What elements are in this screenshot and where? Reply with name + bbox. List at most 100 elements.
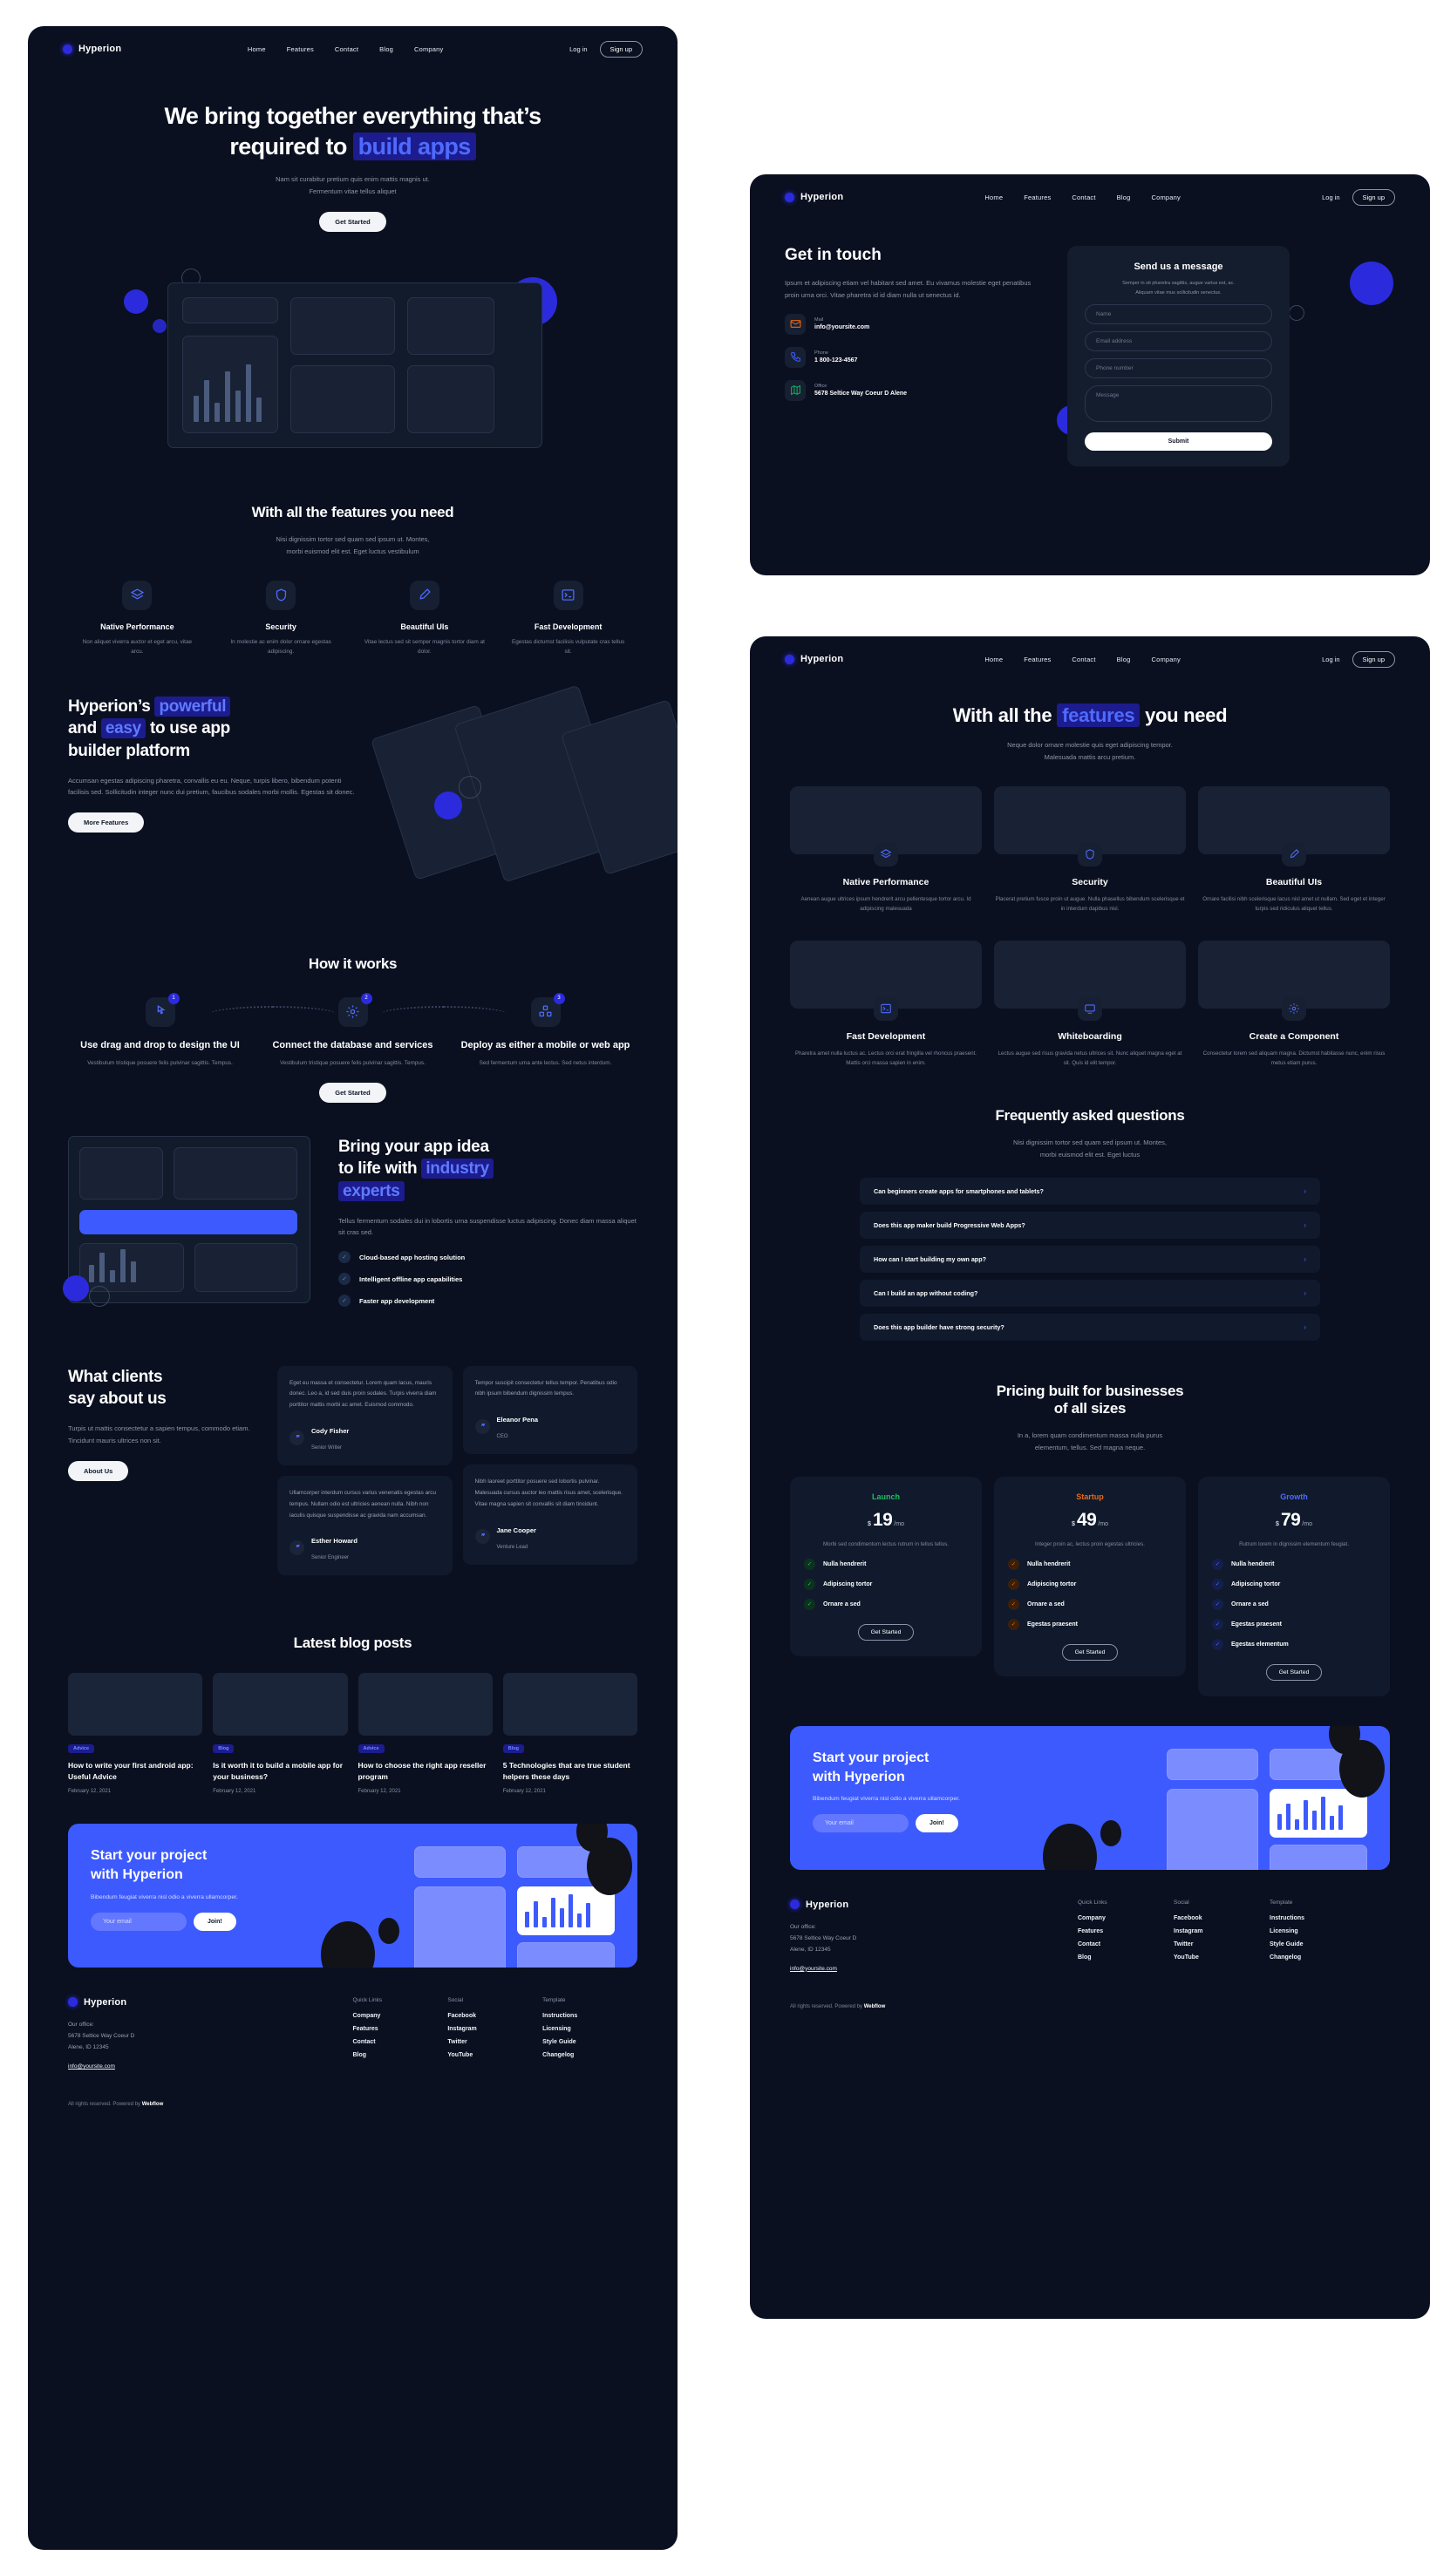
- phone-field[interactable]: Phone number: [1085, 358, 1272, 379]
- footer-link[interactable]: Licensing: [542, 2025, 571, 2032]
- nav-item-contact[interactable]: Contact: [1072, 193, 1096, 201]
- nav-item-home[interactable]: Home: [247, 44, 266, 53]
- brand-logo[interactable]: Hyperion: [785, 654, 843, 664]
- plan-amount: 79: [1280, 1510, 1301, 1531]
- circle-dot-icon: [68, 1997, 78, 2008]
- footer-col-heading: Quick Links: [352, 1996, 383, 2003]
- how-it-works-section: How it works 1 Use drag and drop to desi…: [28, 926, 678, 1132]
- contact-value[interactable]: info@yoursite.com: [814, 324, 870, 331]
- blog-post[interactable]: Advice How to choose the right app resel…: [358, 1673, 493, 1794]
- footer-column-social: Social Facebook Instagram Twitter YouTub…: [447, 1997, 542, 2072]
- footer-email-link[interactable]: info@yoursite.com: [68, 2063, 115, 2070]
- cta-join-button[interactable]: Join!: [194, 1912, 236, 1931]
- testimonial-quote: Eget eu massa et consectetur. Lorem quam…: [289, 1379, 437, 1409]
- signup-button[interactable]: Sign up: [1352, 188, 1395, 206]
- nav-item-blog[interactable]: Blog: [1116, 655, 1131, 663]
- contact-value[interactable]: 5678 Seltice Way Coeur D Alene: [814, 391, 908, 398]
- message-field[interactable]: Message: [1085, 385, 1272, 423]
- feature-item: Native Performance Non aliquet viverra a…: [68, 580, 207, 657]
- footer-link[interactable]: Company: [352, 2012, 381, 2019]
- footer-link[interactable]: YouTube: [447, 2051, 473, 2058]
- cta-join-button[interactable]: Join!: [916, 1814, 958, 1833]
- faq-item[interactable]: How can I start building my own app? ›: [860, 1246, 1320, 1274]
- nav-item-features[interactable]: Features: [286, 44, 314, 53]
- nav-item-company[interactable]: Company: [1151, 655, 1181, 663]
- footer-link[interactable]: Licensing: [1270, 1927, 1298, 1934]
- name-field[interactable]: Name: [1085, 304, 1272, 325]
- plan-cta-button[interactable]: Get Started: [1061, 1643, 1119, 1661]
- faq-item[interactable]: Can beginners create apps for smartphone…: [860, 1178, 1320, 1206]
- feature-desc: In molestie ac enim dolor ornare egestas…: [230, 638, 331, 656]
- feature-card: Create a Component Consectetur lorem sed…: [1198, 940, 1390, 1069]
- footer-link[interactable]: Blog: [352, 2051, 367, 2058]
- footer-brand-logo[interactable]: Hyperion: [68, 1997, 353, 2008]
- faq-question: Does this app builder have strong securi…: [874, 1323, 1004, 1332]
- footer-link[interactable]: Features: [352, 2025, 378, 2032]
- about-us-button[interactable]: About Us: [68, 1460, 129, 1481]
- faq-item[interactable]: Does this app maker build Progressive We…: [860, 1212, 1320, 1240]
- plan-feature: ✓ Nulla hendrerit: [1008, 1558, 1172, 1570]
- footer-link[interactable]: Style Guide: [542, 2038, 576, 2045]
- footer-link[interactable]: YouTube: [1174, 1954, 1199, 1961]
- signup-button[interactable]: Sign up: [1352, 650, 1395, 668]
- footer-link[interactable]: Changelog: [1270, 1954, 1302, 1961]
- footer-link[interactable]: Facebook: [447, 2012, 477, 2019]
- email-field[interactable]: Email address: [1085, 331, 1272, 352]
- login-link[interactable]: Log in: [1322, 655, 1340, 663]
- submit-button[interactable]: Submit: [1085, 432, 1272, 452]
- footer-link[interactable]: Changelog: [542, 2051, 575, 2058]
- blog-post[interactable]: Blog 5 Technologies that are true studen…: [502, 1673, 637, 1794]
- footer-link[interactable]: Instructions: [1270, 1914, 1305, 1921]
- footer-link[interactable]: Instructions: [542, 2012, 578, 2019]
- nav-item-features[interactable]: Features: [1024, 655, 1052, 663]
- hero-get-started-button[interactable]: Get Started: [319, 211, 386, 232]
- footer-link[interactable]: Twitter: [1174, 1940, 1194, 1947]
- footer-link[interactable]: Instagram: [1174, 1927, 1203, 1934]
- how-get-started-button[interactable]: Get Started: [319, 1082, 386, 1103]
- footer-link[interactable]: Twitter: [447, 2038, 467, 2045]
- brand-logo[interactable]: Hyperion: [63, 44, 121, 54]
- footer-link[interactable]: Blog: [1078, 1954, 1092, 1961]
- footer-link[interactable]: Contact: [352, 2038, 376, 2045]
- nav-item-company[interactable]: Company: [413, 44, 444, 53]
- nav-item-home[interactable]: Home: [984, 655, 1004, 663]
- signup-button[interactable]: Sign up: [599, 40, 643, 58]
- nav-item-blog[interactable]: Blog: [1116, 193, 1131, 201]
- cta-email-input[interactable]: Your email: [91, 1912, 187, 1931]
- login-link[interactable]: Log in: [569, 44, 588, 53]
- nav-item-blog[interactable]: Blog: [379, 44, 393, 53]
- cta-email-input[interactable]: Your email: [813, 1814, 909, 1833]
- plan-period: /mo: [894, 1521, 904, 1528]
- brand-logo[interactable]: Hyperion: [785, 192, 843, 202]
- blog-post[interactable]: Blog Is it worth it to build a mobile ap…: [213, 1673, 348, 1794]
- footer-link[interactable]: Company: [1078, 1914, 1106, 1921]
- footer-link[interactable]: Contact: [1078, 1940, 1101, 1947]
- faq-item[interactable]: Can I build an app without coding? ›: [860, 1280, 1320, 1308]
- plan-cta-button[interactable]: Get Started: [857, 1623, 915, 1641]
- plan-price: $ 19 /mo: [804, 1510, 968, 1531]
- contact-key: Office: [814, 384, 827, 390]
- blog-post[interactable]: Advice How to write your first android a…: [68, 1673, 203, 1794]
- nav-item-contact[interactable]: Contact: [1072, 655, 1096, 663]
- plan-cta-button[interactable]: Get Started: [1265, 1663, 1323, 1681]
- login-link[interactable]: Log in: [1322, 193, 1340, 201]
- nav-item-contact[interactable]: Contact: [334, 44, 359, 53]
- plan-name: Launch: [871, 1492, 900, 1502]
- footer-brand-logo[interactable]: Hyperion: [790, 1900, 1078, 1910]
- circle-dot-icon: [63, 44, 72, 54]
- faq-item[interactable]: Does this app builder have strong securi…: [860, 1314, 1320, 1342]
- nav-item-home[interactable]: Home: [984, 193, 1004, 201]
- cta-title: Start your project with Hyperion: [91, 1847, 208, 1883]
- nav-item-features[interactable]: Features: [1024, 193, 1052, 201]
- nav-item-company[interactable]: Company: [1151, 193, 1181, 201]
- contact-value[interactable]: 1 800-123-4567: [814, 357, 858, 364]
- footer-link[interactable]: Instagram: [447, 2025, 477, 2032]
- footer-link[interactable]: Features: [1078, 1927, 1104, 1934]
- footer-link[interactable]: Style Guide: [1270, 1940, 1304, 1947]
- pricing-title: Pricing built for businesses of all size…: [996, 1383, 1184, 1417]
- nav-actions: Log in Sign up: [1322, 650, 1395, 668]
- footer-email-link[interactable]: info@yoursite.com: [790, 1965, 837, 1972]
- more-features-button[interactable]: More Features: [68, 812, 145, 833]
- footer-link[interactable]: Facebook: [1174, 1914, 1202, 1921]
- chevron-right-icon: ›: [1304, 1255, 1306, 1264]
